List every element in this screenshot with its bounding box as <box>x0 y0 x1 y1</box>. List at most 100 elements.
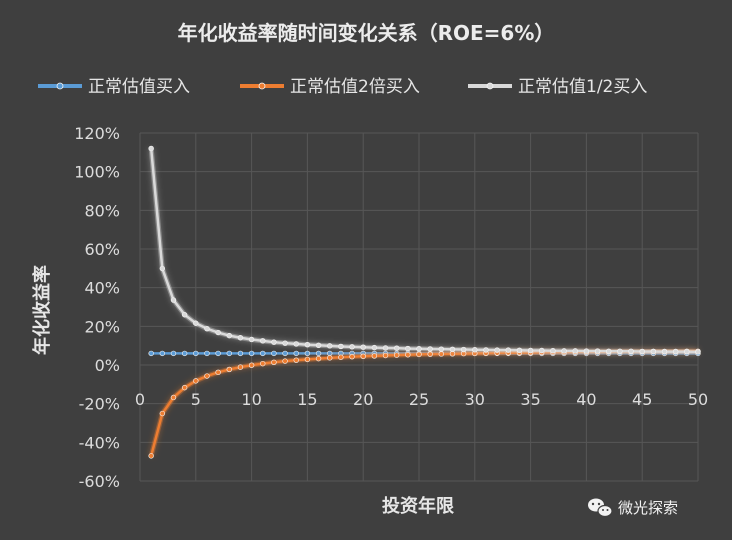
data-point <box>416 346 422 352</box>
data-point <box>181 312 188 318</box>
data-point <box>617 348 623 354</box>
legend-marker <box>258 82 266 90</box>
data-point <box>315 350 322 357</box>
data-point <box>572 348 578 354</box>
data-point <box>382 345 389 351</box>
data-point <box>293 341 299 347</box>
data-point <box>539 347 545 354</box>
series-3 <box>148 145 701 355</box>
y-tick-label: -20% <box>79 395 120 414</box>
data-point <box>181 384 188 391</box>
data-point <box>237 364 244 370</box>
data-point <box>181 350 188 357</box>
data-point <box>170 297 177 303</box>
legend-marker <box>486 82 494 90</box>
data-point <box>148 350 154 357</box>
data-point <box>672 348 679 355</box>
data-point <box>193 378 199 384</box>
data-point <box>628 348 634 354</box>
data-point <box>293 350 299 357</box>
data-point <box>650 348 657 355</box>
y-tick-label: 80% <box>84 201 120 220</box>
data-point <box>695 349 701 355</box>
data-point <box>382 352 389 359</box>
data-point <box>260 360 266 367</box>
x-tick-label: 0 <box>135 390 145 409</box>
data-point <box>561 348 567 354</box>
data-point <box>193 320 199 326</box>
data-point <box>338 343 344 350</box>
x-tick-label: 50 <box>688 390 708 409</box>
data-point <box>148 453 154 459</box>
gridlines <box>139 132 699 482</box>
data-point <box>405 352 411 358</box>
data-point <box>684 348 690 355</box>
data-point <box>427 346 433 352</box>
x-tick-label: 35 <box>520 390 540 409</box>
data-point <box>282 358 288 364</box>
data-point <box>215 350 221 357</box>
data-point <box>304 350 311 357</box>
data-point <box>550 347 556 354</box>
data-point <box>371 344 378 351</box>
watermark: 微光探索 <box>588 498 678 518</box>
legend-label: 正常估值1/2买入 <box>518 77 647 97</box>
data-point <box>304 356 311 363</box>
data-point <box>215 329 221 336</box>
data-point <box>237 350 244 357</box>
legend: 正常估值买入 正常估值2倍买入 正常估值1/2买入 <box>38 77 647 97</box>
y-tick-label: 0% <box>95 356 120 375</box>
data-point <box>494 347 500 353</box>
data-point <box>204 373 210 379</box>
data-point <box>204 325 210 332</box>
y-axis-title: 年化收益率 <box>31 265 53 355</box>
data-point <box>204 350 210 357</box>
data-point <box>438 351 445 357</box>
data-point <box>516 347 523 354</box>
data-point <box>327 355 333 361</box>
data-point <box>248 350 255 357</box>
data-point <box>606 348 612 354</box>
data-point <box>393 352 400 358</box>
data-point <box>449 346 456 353</box>
data-point <box>282 340 288 346</box>
data-point <box>360 344 366 350</box>
data-point <box>327 350 333 357</box>
series-line <box>149 148 699 354</box>
data-point <box>505 347 511 353</box>
x-tick-label: 20 <box>353 390 373 409</box>
data-point <box>226 366 232 373</box>
watermark-text: 微光探索 <box>618 499 678 517</box>
data-point <box>483 347 489 353</box>
data-point <box>460 346 467 353</box>
data-point <box>170 350 177 357</box>
x-tick-label: 30 <box>465 390 485 409</box>
data-point <box>248 362 255 368</box>
legend-marker <box>56 82 64 90</box>
y-tick-label: -40% <box>79 433 120 452</box>
chart-title: 年化收益率随时间变化关系（ROE=6%） <box>178 21 555 45</box>
data-point <box>271 350 277 357</box>
data-point <box>260 350 266 357</box>
data-point <box>215 369 221 376</box>
data-point <box>159 350 166 357</box>
series-layer <box>148 145 701 459</box>
data-point <box>327 343 333 349</box>
x-axis-ticks: 0 5 10 15 20 25 30 35 40 45 50 <box>135 390 708 409</box>
data-point <box>472 347 478 353</box>
data-point <box>304 342 311 348</box>
data-point <box>661 348 668 355</box>
data-point <box>639 348 645 355</box>
data-point <box>170 394 177 401</box>
x-tick-label: 25 <box>409 390 429 409</box>
y-tick-label: 120% <box>74 124 120 143</box>
data-point <box>271 359 277 365</box>
data-point <box>583 348 590 354</box>
x-tick-label: 10 <box>241 390 261 409</box>
data-point <box>159 265 166 272</box>
data-point <box>226 350 232 357</box>
y-tick-label: 60% <box>84 240 120 259</box>
data-point <box>237 335 244 341</box>
series-glow <box>148 148 699 355</box>
y-axis-ticks: 120% 100% 80% 60% 40% 20% 0% -20% -40% -60% <box>74 124 120 491</box>
